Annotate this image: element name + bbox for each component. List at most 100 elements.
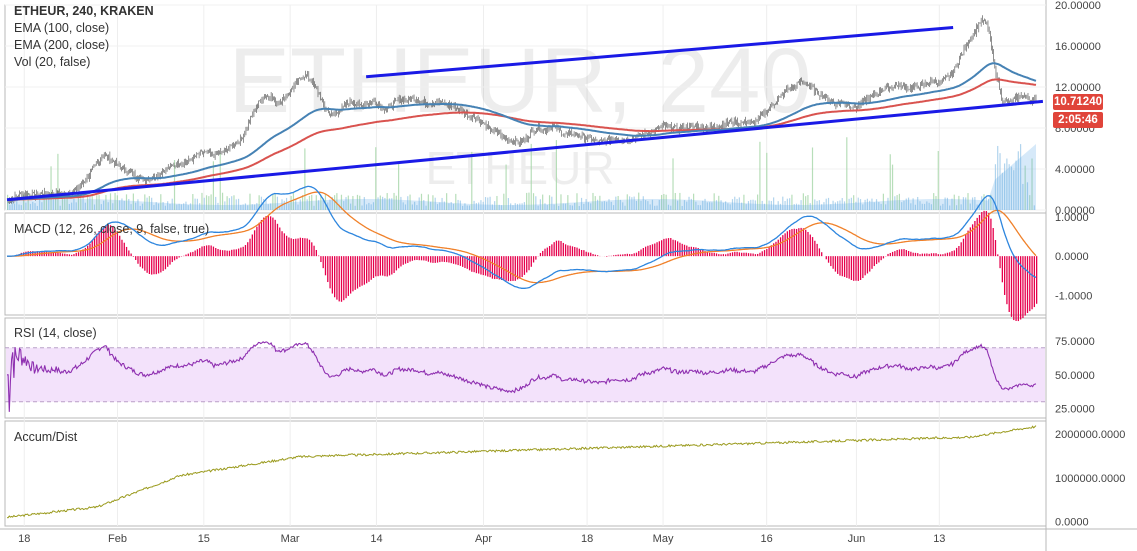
macd-hist-bar bbox=[290, 238, 292, 257]
volume-bar bbox=[64, 193, 66, 210]
volume-bar bbox=[944, 197, 946, 210]
macd-hist-bar bbox=[194, 250, 196, 257]
legend-volume[interactable]: Vol (20, false) bbox=[14, 55, 91, 69]
volume-bar bbox=[553, 204, 555, 210]
volume-bar bbox=[322, 198, 324, 210]
volume-bar bbox=[167, 201, 169, 210]
volume-bar bbox=[750, 199, 752, 210]
macd-hist-bar bbox=[642, 248, 644, 257]
macd-hist-bar bbox=[837, 256, 839, 274]
macd-hist-bar bbox=[322, 256, 324, 269]
legend-ema100[interactable]: EMA (100, close) bbox=[14, 21, 110, 35]
macd-hist-bar bbox=[862, 256, 864, 279]
volume-bar bbox=[741, 202, 743, 210]
volume-bar bbox=[917, 196, 919, 210]
x-tick-label: Mar bbox=[281, 533, 300, 545]
macd-hist-bar bbox=[219, 249, 221, 257]
macd-hist-bar bbox=[494, 256, 496, 280]
volume-bar bbox=[777, 201, 779, 210]
macd-hist-bar bbox=[224, 250, 226, 257]
volume-bar bbox=[551, 196, 553, 210]
volume-bar bbox=[942, 203, 944, 210]
volume-bar bbox=[562, 203, 564, 210]
volume-bar bbox=[434, 197, 436, 210]
macd-hist-bar bbox=[628, 254, 631, 257]
macd-hist-bar bbox=[974, 221, 976, 257]
macd-hist-bar bbox=[84, 247, 87, 257]
macd-hist-bar bbox=[87, 245, 89, 257]
macd-hist-bar bbox=[898, 249, 901, 257]
macd-hist-bar bbox=[768, 247, 770, 257]
volume-bar bbox=[263, 199, 265, 210]
volume-bar bbox=[478, 202, 480, 210]
macd-hist-bar bbox=[274, 219, 276, 257]
rsi-label[interactable]: RSI (14, close) bbox=[14, 326, 97, 340]
volume-bar bbox=[665, 194, 667, 210]
volume-bar bbox=[7, 194, 9, 210]
macd-hist-bar bbox=[27, 251, 29, 257]
macd-hist-bar bbox=[281, 231, 283, 257]
legend-ema200[interactable]: EMA (200, close) bbox=[14, 38, 110, 52]
macd-hist-bar bbox=[292, 239, 295, 257]
volume-bar bbox=[119, 200, 121, 210]
volume-bar bbox=[809, 203, 811, 210]
volume-bar bbox=[93, 204, 96, 210]
macd-hist-bar bbox=[606, 256, 608, 257]
macd-hist-bar bbox=[907, 250, 910, 257]
macd-hist-bar bbox=[340, 256, 343, 302]
volume-bar bbox=[590, 203, 592, 210]
accum-dist-label[interactable]: Accum/Dist bbox=[14, 430, 78, 444]
volume-bar bbox=[898, 193, 900, 210]
macd-hist-bar bbox=[386, 256, 388, 277]
macd-label[interactable]: MACD (12, 26, close, 9, false, true) bbox=[14, 222, 210, 236]
volume-bar bbox=[1015, 160, 1017, 210]
volume-bar bbox=[505, 164, 507, 210]
volume-bar bbox=[366, 204, 368, 210]
volume-bar bbox=[221, 192, 224, 210]
volume-bar bbox=[644, 200, 647, 210]
macd-hist-bar bbox=[910, 251, 912, 257]
macd-hist-bar bbox=[983, 210, 985, 257]
macd-hist-bar bbox=[333, 256, 336, 298]
volume-bar bbox=[633, 196, 635, 210]
macd-hist-bar bbox=[306, 238, 308, 257]
macd-hist-bar bbox=[1036, 256, 1038, 304]
volume-bar bbox=[699, 205, 702, 210]
volume-bar bbox=[157, 203, 160, 210]
macd-hist-bar bbox=[656, 242, 658, 257]
macd-hist-bar bbox=[137, 256, 139, 264]
volume-bar bbox=[226, 196, 228, 210]
volume-bar bbox=[468, 205, 471, 210]
volume-bar bbox=[123, 200, 125, 210]
macd-hist-bar bbox=[736, 251, 738, 257]
volume-bar bbox=[375, 147, 377, 210]
macd-hist-bar bbox=[382, 256, 384, 276]
macd-hist-bar bbox=[891, 251, 894, 257]
volume-bar bbox=[308, 195, 311, 210]
volume-bar bbox=[249, 193, 251, 210]
macd-hist-bar bbox=[949, 252, 951, 257]
volume-bar bbox=[752, 199, 754, 210]
volume-bar bbox=[784, 201, 786, 210]
macd-hist-bar bbox=[466, 256, 468, 269]
volume-bar bbox=[391, 198, 393, 210]
macd-hist-bar bbox=[690, 246, 693, 257]
volume-bar bbox=[981, 196, 983, 210]
macd-hist-bar bbox=[990, 218, 992, 257]
macd-hist-bar bbox=[45, 251, 48, 257]
x-tick-label: 15 bbox=[198, 533, 210, 545]
volume-bar bbox=[425, 205, 427, 210]
macd-hist-bar bbox=[626, 253, 628, 257]
volume-bar bbox=[866, 198, 868, 210]
macd-hist-bar bbox=[832, 256, 834, 269]
volume-bar bbox=[57, 153, 59, 210]
volume-bar bbox=[187, 205, 189, 210]
macd-hist-bar bbox=[697, 248, 699, 257]
volume-bar bbox=[1013, 170, 1015, 210]
macd-hist-bar bbox=[866, 256, 869, 274]
macd-hist-bar bbox=[864, 256, 866, 276]
macd-hist-bar bbox=[196, 249, 199, 257]
volume-bar bbox=[336, 193, 338, 210]
legend-symbol[interactable]: ETHEUR, 240, KRAKEN bbox=[14, 4, 154, 18]
